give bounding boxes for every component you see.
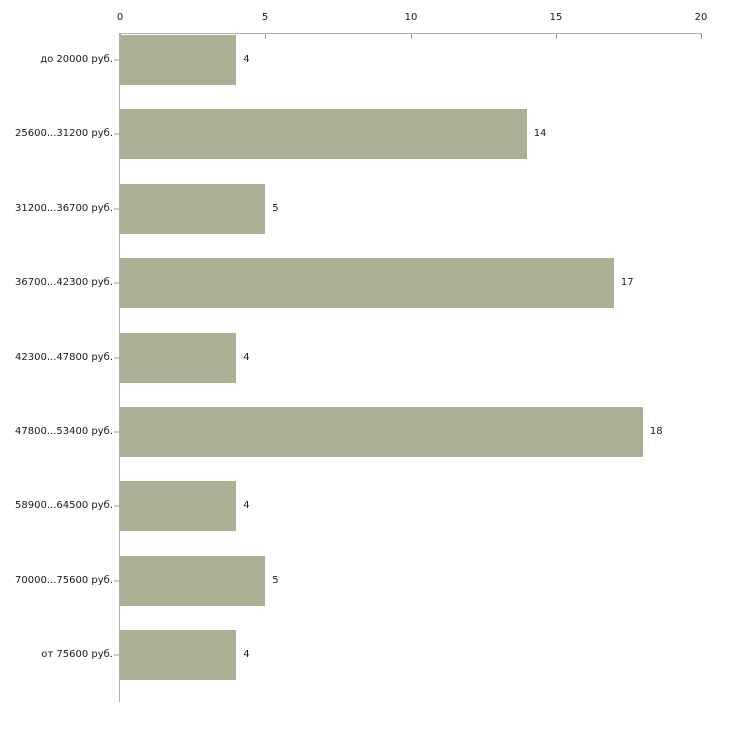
x-tick-label: 10 bbox=[404, 12, 418, 23]
bar[interactable] bbox=[120, 332, 237, 383]
bar[interactable] bbox=[120, 258, 614, 309]
category-label: 42300...47800 руб. bbox=[15, 351, 113, 363]
x-tick-mark bbox=[556, 34, 557, 39]
bar-value-label: 14 bbox=[533, 128, 547, 140]
y-tick-mark bbox=[114, 431, 119, 433]
y-tick-mark bbox=[114, 208, 119, 210]
bar-value-label: 18 bbox=[649, 426, 663, 437]
bar[interactable] bbox=[120, 35, 237, 85]
y-axis-line bbox=[119, 33, 120, 702]
bar[interactable] bbox=[120, 407, 643, 457]
x-axis-line bbox=[119, 33, 702, 34]
bar[interactable] bbox=[120, 109, 527, 160]
x-tick-mark bbox=[411, 34, 412, 39]
x-tick-mark bbox=[265, 34, 266, 39]
x-tick-mark bbox=[701, 34, 702, 39]
x-tick-label: 0 bbox=[116, 12, 124, 23]
y-tick-mark bbox=[114, 505, 119, 507]
bar[interactable] bbox=[120, 555, 266, 606]
category-label: 31200...36700 руб. bbox=[15, 202, 113, 214]
x-tick-label: 20 bbox=[694, 12, 708, 23]
category-label: 70000...75600 руб. bbox=[15, 574, 113, 586]
bar[interactable] bbox=[120, 630, 237, 681]
y-tick-mark bbox=[114, 59, 119, 61]
bar[interactable] bbox=[120, 481, 237, 532]
y-tick-mark bbox=[114, 357, 119, 359]
category-label: 36700...42300 руб. bbox=[15, 277, 113, 289]
category-label: 58900...64500 руб. bbox=[15, 500, 113, 512]
category-label: до 20000 руб. bbox=[40, 54, 113, 65]
bar-value-label: 4 bbox=[243, 500, 250, 512]
bar-value-label: 5 bbox=[272, 574, 279, 586]
y-tick-mark bbox=[114, 580, 119, 582]
y-tick-mark bbox=[114, 654, 119, 656]
category-label: от 75600 руб. bbox=[41, 649, 113, 661]
bar-value-label: 5 bbox=[272, 202, 279, 214]
y-tick-mark bbox=[114, 282, 119, 284]
bar[interactable] bbox=[120, 183, 266, 234]
bar-value-label: 4 bbox=[243, 54, 250, 65]
x-tick-label: 15 bbox=[549, 12, 563, 23]
category-label: 47800...53400 руб. bbox=[15, 426, 113, 437]
x-tick-label: 5 bbox=[261, 12, 269, 23]
bar-value-label: 4 bbox=[243, 649, 250, 661]
category-label: 25600...31200 руб. bbox=[15, 128, 113, 140]
y-tick-mark bbox=[114, 133, 119, 135]
bar-value-label: 17 bbox=[620, 277, 634, 289]
bar-value-label: 4 bbox=[243, 351, 250, 363]
